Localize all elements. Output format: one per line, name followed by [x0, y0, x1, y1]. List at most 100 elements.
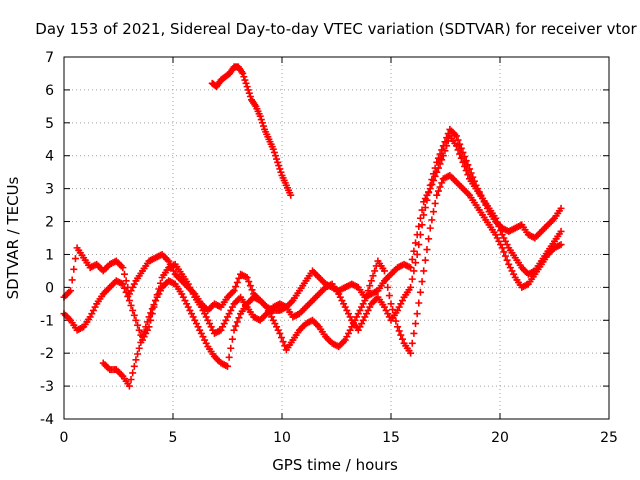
data-point [456, 140, 464, 148]
x-tick-labels: 0 5 10 15 20 25 [60, 430, 618, 446]
data-point [178, 277, 186, 285]
data-point [428, 216, 436, 224]
chart-title: Day 153 of 2021, Sidereal Day-to-day VTE… [35, 20, 637, 38]
y-tick-label: 6 [45, 83, 54, 99]
data-point [261, 311, 269, 319]
x-tick-label: 10 [273, 430, 291, 446]
data-point [344, 310, 352, 318]
data-point [256, 112, 264, 120]
data-point [430, 176, 438, 184]
data-point [421, 195, 429, 203]
data-point [101, 288, 109, 296]
data-point [273, 301, 281, 309]
data-point [135, 326, 143, 334]
data-point [138, 333, 146, 341]
data-point [243, 273, 251, 281]
data-point [384, 273, 392, 281]
data-point [384, 310, 392, 318]
data-point [156, 287, 164, 295]
data-point [497, 241, 505, 249]
data-point [271, 152, 279, 160]
data-point [91, 303, 99, 311]
data-point [420, 211, 428, 219]
data-point [338, 297, 346, 305]
data-point [214, 356, 222, 364]
x-tick-label: 25 [600, 430, 618, 446]
data-point [436, 183, 444, 191]
data-point [269, 316, 277, 324]
data-point [426, 181, 434, 189]
data-point [426, 224, 434, 232]
data-point [385, 313, 393, 321]
data-point [287, 298, 295, 306]
data-point [268, 313, 276, 321]
data-point [434, 154, 442, 162]
data-point [281, 342, 289, 350]
data-point [346, 326, 354, 334]
data-point [150, 301, 158, 309]
data-point [68, 276, 76, 284]
y-tick-label: 3 [45, 182, 54, 198]
data-point [142, 323, 150, 331]
data-point [438, 146, 446, 154]
y-tick-label: 4 [45, 149, 54, 165]
data-point [235, 274, 243, 282]
data-point [112, 366, 120, 374]
data-point [240, 73, 248, 81]
data-point [412, 239, 420, 247]
data-point [461, 153, 469, 161]
data-point [147, 316, 155, 324]
data-point [130, 362, 138, 370]
data-point [186, 306, 194, 314]
data-point [438, 179, 446, 187]
data-point [557, 241, 565, 249]
data-point [434, 187, 442, 195]
data-point [206, 320, 214, 328]
data-point [416, 231, 424, 239]
data-point [292, 311, 300, 319]
data-point [546, 249, 554, 257]
data-point [354, 310, 362, 318]
data-point [443, 134, 451, 142]
data-point [362, 310, 370, 318]
data-point [346, 313, 354, 321]
data-point [340, 300, 348, 308]
data-point [412, 259, 420, 267]
data-point [362, 292, 370, 300]
data-point [382, 306, 390, 314]
data-point [539, 226, 547, 234]
data-point [137, 338, 145, 346]
data-point [245, 278, 253, 286]
data-point [359, 300, 367, 308]
y-tick-label: 7 [45, 50, 54, 66]
data-point [397, 300, 405, 308]
data-point [76, 325, 84, 332]
data-point [253, 295, 261, 303]
data-point [318, 277, 326, 285]
data-point [498, 244, 506, 252]
data-point [407, 349, 415, 357]
data-point [356, 306, 364, 314]
data-point [310, 295, 318, 303]
data-point [503, 256, 511, 264]
data-point [459, 185, 467, 193]
data-point [244, 86, 252, 94]
data-point [127, 376, 135, 384]
data-point [206, 305, 214, 313]
data-point [387, 270, 395, 278]
data-point [127, 301, 135, 309]
data-point [235, 314, 243, 322]
data-point [194, 323, 202, 331]
data-point [230, 287, 238, 295]
data-point [416, 214, 424, 222]
x-tick-label: 20 [491, 430, 509, 446]
data-point [62, 292, 70, 300]
data-point [119, 264, 127, 272]
data-point [107, 282, 115, 290]
data-point [201, 336, 209, 344]
data-point [270, 148, 278, 156]
data-point [304, 301, 312, 309]
x-tick-label: 15 [382, 430, 400, 446]
data-point [142, 329, 150, 337]
